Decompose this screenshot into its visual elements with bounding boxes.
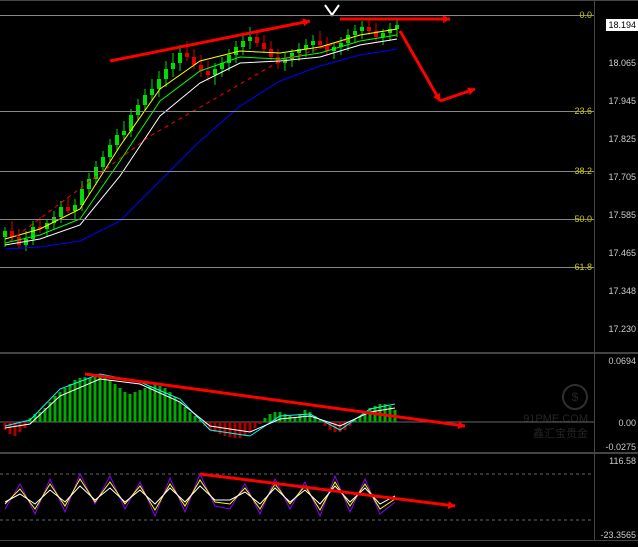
fib-line bbox=[0, 219, 594, 220]
watermark-brand: 91PME bbox=[523, 413, 559, 425]
y-axis-label: 0.00 bbox=[618, 418, 636, 428]
watermark-tld: .COM bbox=[559, 413, 588, 425]
macd-chart-area[interactable] bbox=[0, 354, 594, 452]
y-axis-label: -23.3565 bbox=[600, 530, 636, 540]
y-axis-label: 17.945 bbox=[608, 96, 636, 106]
fib-line bbox=[0, 111, 594, 112]
macd-svg bbox=[0, 354, 594, 454]
fib-label: 61.8 bbox=[574, 262, 592, 272]
y-axis-label: 17.585 bbox=[608, 210, 636, 220]
y-axis-label: 17.705 bbox=[608, 172, 636, 182]
oscillator-svg bbox=[0, 454, 594, 542]
watermark-logo-icon: $ bbox=[562, 384, 588, 410]
fib-label: 0.0 bbox=[579, 10, 592, 20]
watermark: $ 91PME.COM 鑫汇宝贵金 bbox=[523, 384, 588, 441]
oscillator-y-axis: 116.58 -23.3565 bbox=[594, 454, 638, 540]
price-chart-area[interactable] bbox=[0, 1, 594, 352]
fib-line bbox=[0, 171, 594, 172]
macd-y-axis: 0.0694 0.00 -0.0275 bbox=[594, 354, 638, 452]
oscillator-chart-area[interactable] bbox=[0, 454, 594, 540]
watermark-cn: 鑫汇宝贵金 bbox=[533, 428, 588, 440]
price-chart-svg bbox=[0, 1, 594, 354]
price-y-axis: 18.194 18.065 17.945 17.825 17.705 17.585 17.… bbox=[594, 1, 638, 352]
y-axis-label: -0.0275 bbox=[605, 442, 636, 452]
y-axis-label: 17.348 bbox=[608, 286, 636, 296]
fib-label: 50.0 bbox=[574, 214, 592, 224]
fib-line bbox=[0, 15, 594, 16]
price-chart-panel[interactable]: 0.023.638.250.061.8 18.194 18.06517.9451… bbox=[0, 0, 638, 353]
fib-line bbox=[0, 267, 594, 268]
current-price-box: 18.194 bbox=[606, 19, 638, 31]
y-axis-label: 17.825 bbox=[608, 134, 636, 144]
fib-label: 38.2 bbox=[574, 166, 592, 176]
y-axis-label: 18.065 bbox=[608, 58, 636, 68]
y-axis-label: 0.0694 bbox=[608, 356, 636, 366]
y-axis-label: 17.230 bbox=[608, 324, 636, 334]
y-axis-label: 17.465 bbox=[608, 248, 636, 258]
fib-label: 23.6 bbox=[574, 106, 592, 116]
y-axis-label: 116.58 bbox=[609, 456, 636, 466]
oscillator-panel[interactable]: 116.58 -23.3565 bbox=[0, 453, 638, 541]
